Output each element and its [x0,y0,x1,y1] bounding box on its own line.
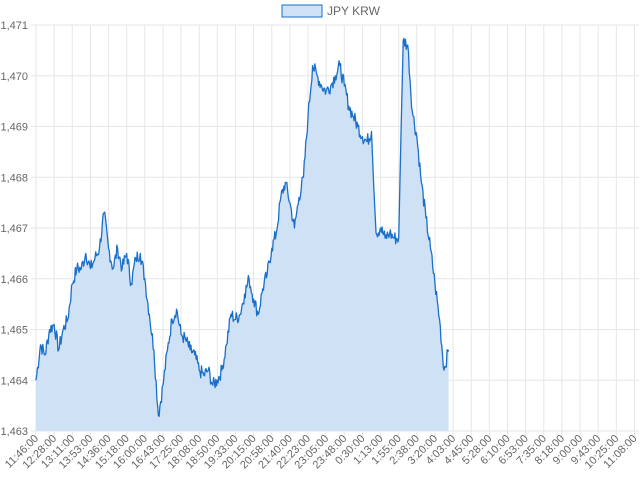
series-line[interactable] [35,37,450,417]
legend[interactable]: JPY KRW [281,4,381,18]
y-tick-label: 1,466 [0,274,28,286]
y-axis: 1,463 1,464 1,465 1,466 1,467 1,468 1,469 1,470… [0,20,28,438]
series-area [35,37,450,431]
y-tick-label: 1,468 [0,172,28,184]
y-tick-label: 1,471 [0,20,28,32]
y-tick-label: 1,465 [0,325,28,337]
y-tick-label: 1,467 [0,223,28,235]
y-tick-label: 1,464 [0,375,28,387]
series-area-fill [36,38,449,431]
y-tick-label: 1,463 [0,426,28,438]
legend-swatch[interactable] [281,4,323,18]
legend-label[interactable]: JPY KRW [327,4,381,18]
x-axis: 11:46:0012:28:0013:11:0013:53:0014:36:00… [3,433,640,472]
y-tick-label: 1,469 [0,122,28,134]
y-tick-label: 1,470 [0,71,28,83]
